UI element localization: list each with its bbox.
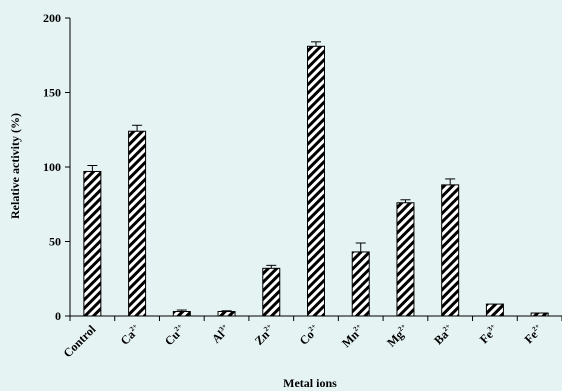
x-axis-label: Metal ions [283,376,337,390]
y-tick-label: 0 [55,309,61,323]
category-label: Ba2+ [431,322,456,347]
category-label-superscript: 3+ [217,322,228,333]
category-label: Fe3+ [477,322,501,346]
bar [530,312,549,317]
category-label: Mn2+ [339,322,367,350]
category-label-superscript: 2+ [531,322,542,333]
category-label: Fe2+ [522,322,546,346]
category-label-superscript: 2+ [307,322,318,333]
category-label-superscript: 3+ [486,322,497,333]
y-tick-label: 50 [49,235,61,249]
y-tick-label: 100 [43,160,61,174]
bar [441,184,460,317]
bar [485,303,504,317]
category-label-superscript: 2+ [173,322,184,333]
bar [172,311,191,317]
category-label-superscript: 2+ [128,322,139,333]
bar [128,130,147,317]
category-label: Ca2+ [118,322,144,348]
category-label: Zn2+ [252,322,278,348]
category-label: Al3+ [209,322,233,346]
category-label-superscript: 2+ [262,322,273,333]
category-label-superscript: 2+ [352,322,363,333]
bar [83,170,102,317]
category-label-text: Control [60,322,98,360]
category-label: Co2+ [297,322,323,348]
bar [396,202,415,317]
category-label: Mg2+ [384,322,411,349]
bar [351,251,370,317]
category-label-superscript: 2+ [396,322,407,333]
category-label: Cu2+ [162,322,188,348]
y-tick-label: 200 [43,11,61,25]
bar [262,267,281,317]
bar [217,311,236,317]
y-axis-label: Relative activity (%) [8,113,22,219]
plot-area: 0 50 100 150 200 Control Ca2+ Cu2+ Al3+ Zn2+ Co2+ M… [43,11,562,360]
category-label: Control [60,322,98,360]
y-tick-label: 150 [43,86,61,100]
category-label-superscript: 2+ [441,322,452,333]
bar [307,45,325,317]
